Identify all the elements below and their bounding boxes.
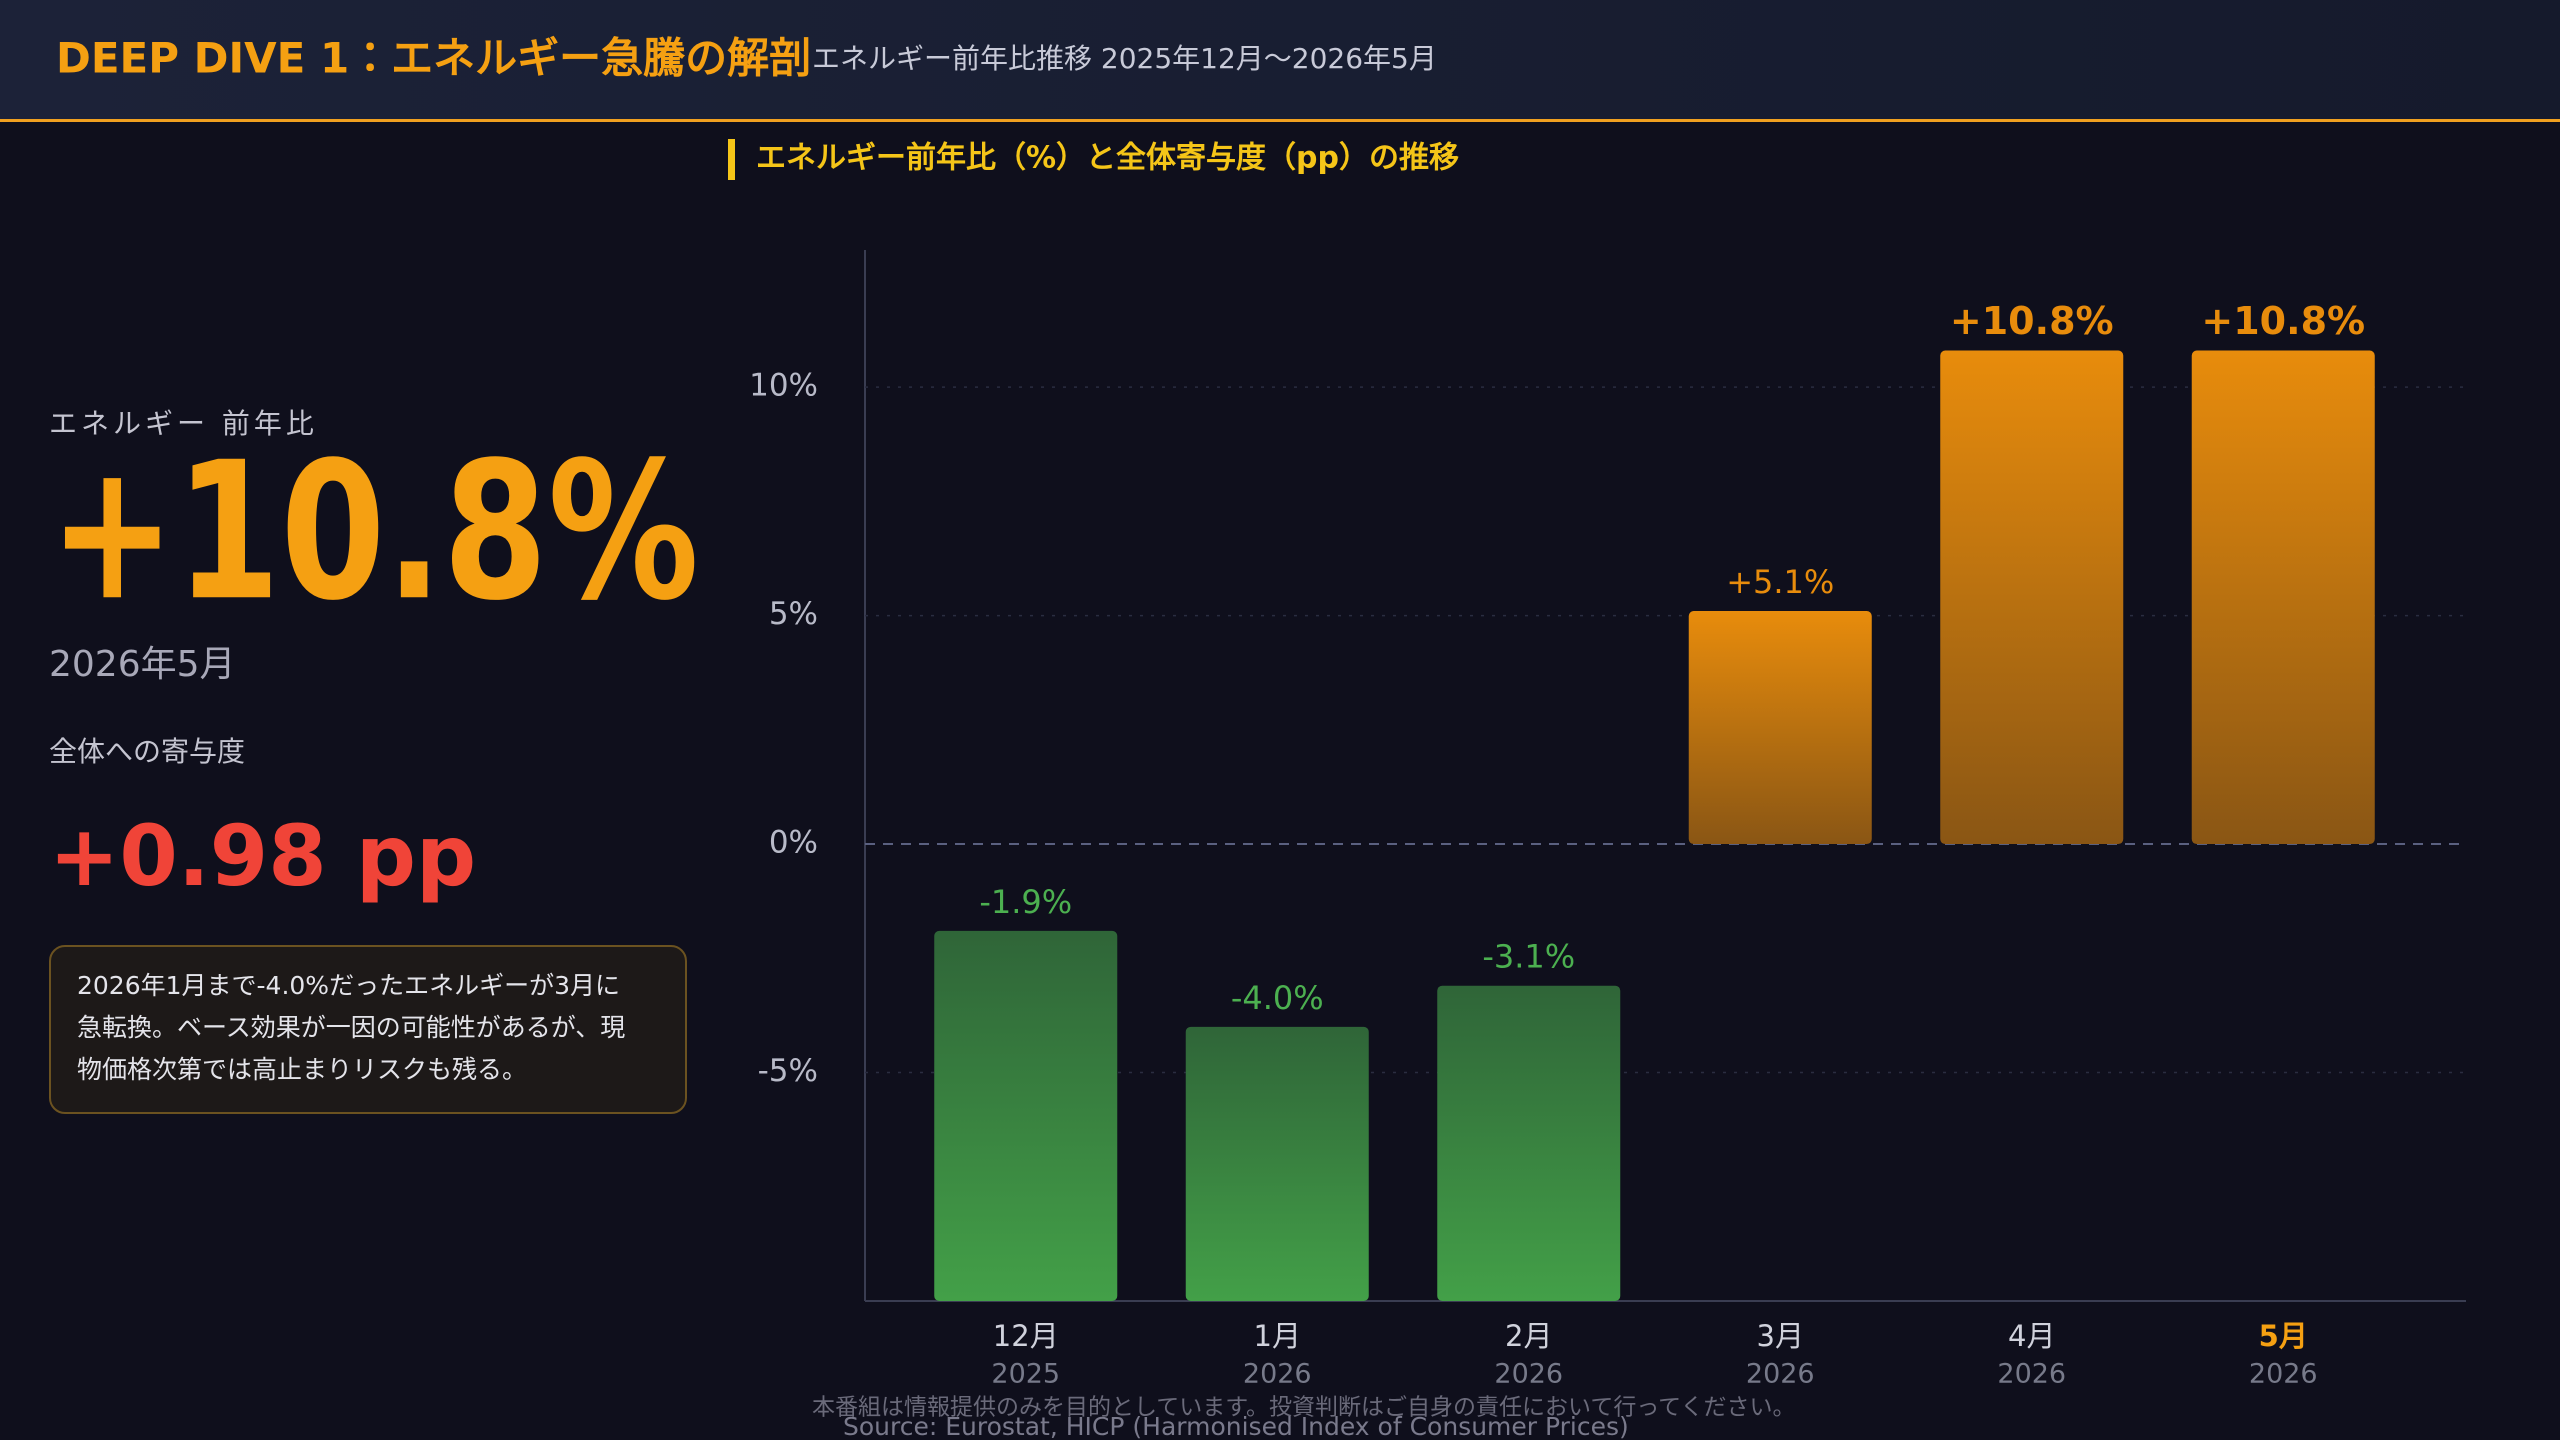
x-tick-sublabel: 2026	[1746, 1359, 1815, 1390]
note-line: 物価格次第では高止まりリスクも残る。	[77, 1055, 528, 1084]
chart-title: エネルギー前年比（%）と全体寄与度（pp）の推移	[756, 141, 1459, 176]
value-label: -3.1%	[1482, 938, 1575, 976]
y-tick-label: 10%	[749, 368, 818, 404]
x-tick-sublabel: 2026	[1494, 1359, 1563, 1390]
source: Source: Eurostat, HICP (Harmonised Index…	[843, 1412, 1629, 1440]
bar	[1688, 610, 1872, 845]
value-label: +10.8%	[1950, 299, 2114, 343]
x-tick-label: 1月	[1254, 1319, 1301, 1353]
x-tick-label: 12月	[993, 1319, 1059, 1353]
header-title: DEEP DIVE 1：エネルギー急騰の解剖	[56, 34, 811, 83]
x-tick-label: 4月	[2008, 1319, 2055, 1353]
header-rule	[0, 119, 2560, 122]
note-line: 2026年1月まで-4.0%だったエネルギーが3月に	[77, 971, 620, 1000]
y-tick-label: 0%	[769, 825, 818, 861]
x-tick-sublabel: 2026	[1243, 1359, 1312, 1390]
x-tick-sublabel: 2025	[991, 1359, 1060, 1390]
x-tick-label: 5月	[2259, 1319, 2308, 1353]
contribution-value: +0.98 pp	[49, 807, 476, 905]
x-tick-label: 2月	[1505, 1319, 1552, 1353]
bar	[934, 930, 1118, 1301]
x-tick-sublabel: 2026	[2249, 1359, 2318, 1390]
summary-period: 2026年5月	[49, 644, 236, 685]
contribution-label: 全体への寄与度	[49, 735, 245, 768]
summary-label: エネルギー 前年比	[49, 407, 318, 440]
value-label: +10.8%	[2201, 299, 2365, 343]
header-subtitle: エネルギー前年比推移 2025年12月〜2026年5月	[812, 42, 1437, 75]
header-bg	[0, 0, 2560, 121]
x-tick-sublabel: 2026	[1997, 1359, 2066, 1390]
note-box: 2026年1月まで-4.0%だったエネルギーが3月に 急転換。ベース効果が一因の…	[49, 945, 687, 1114]
y-tick-label: -5%	[758, 1053, 818, 1089]
bar	[1437, 985, 1621, 1301]
chart-title-marker	[728, 139, 735, 180]
value-label: -1.9%	[979, 883, 1072, 921]
y-tick-label: 5%	[769, 596, 818, 632]
value-label: +5.1%	[1726, 563, 1834, 601]
x-tick-label: 3月	[1757, 1319, 1804, 1353]
bar	[1940, 350, 2124, 845]
value-label: -4.0%	[1231, 979, 1324, 1017]
note-line: 急転換。ベース効果が一因の可能性があるが、現	[77, 1013, 626, 1042]
bar	[2191, 350, 2375, 845]
summary-value: +10.8%	[49, 421, 699, 642]
bar	[1185, 1026, 1369, 1301]
disclaimer: 本番組は情報提供のみを目的としています。投資判断はご自身の責任において行ってくだ…	[812, 1395, 1795, 1421]
